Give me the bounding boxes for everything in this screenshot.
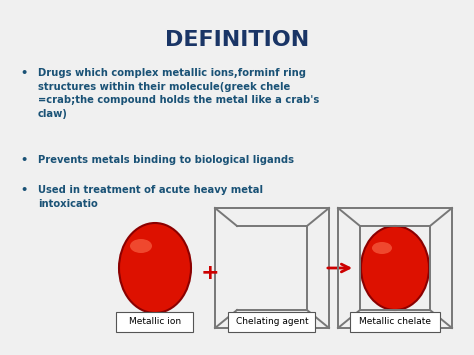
Text: •: • [20,155,27,165]
Text: Used in treatment of acute heavy metal
intoxicatio: Used in treatment of acute heavy metal i… [38,185,263,209]
Text: Chelating agent: Chelating agent [236,317,308,327]
FancyBboxPatch shape [228,312,316,332]
Text: DEFINITION: DEFINITION [165,30,309,50]
Ellipse shape [372,242,392,254]
Text: Drugs which complex metallic ions,forminf ring
structures within their molecule(: Drugs which complex metallic ions,formin… [38,68,319,119]
Text: Metallic ion: Metallic ion [129,317,181,327]
Ellipse shape [130,239,152,253]
Text: •: • [20,185,27,195]
Text: Prevents metals binding to biological ligands: Prevents metals binding to biological li… [38,155,294,165]
Ellipse shape [119,223,191,313]
Text: +: + [201,263,219,283]
Text: Metallic chelate: Metallic chelate [359,317,431,327]
FancyBboxPatch shape [117,312,193,332]
Text: •: • [20,68,27,78]
Ellipse shape [361,226,429,310]
FancyBboxPatch shape [350,312,440,332]
